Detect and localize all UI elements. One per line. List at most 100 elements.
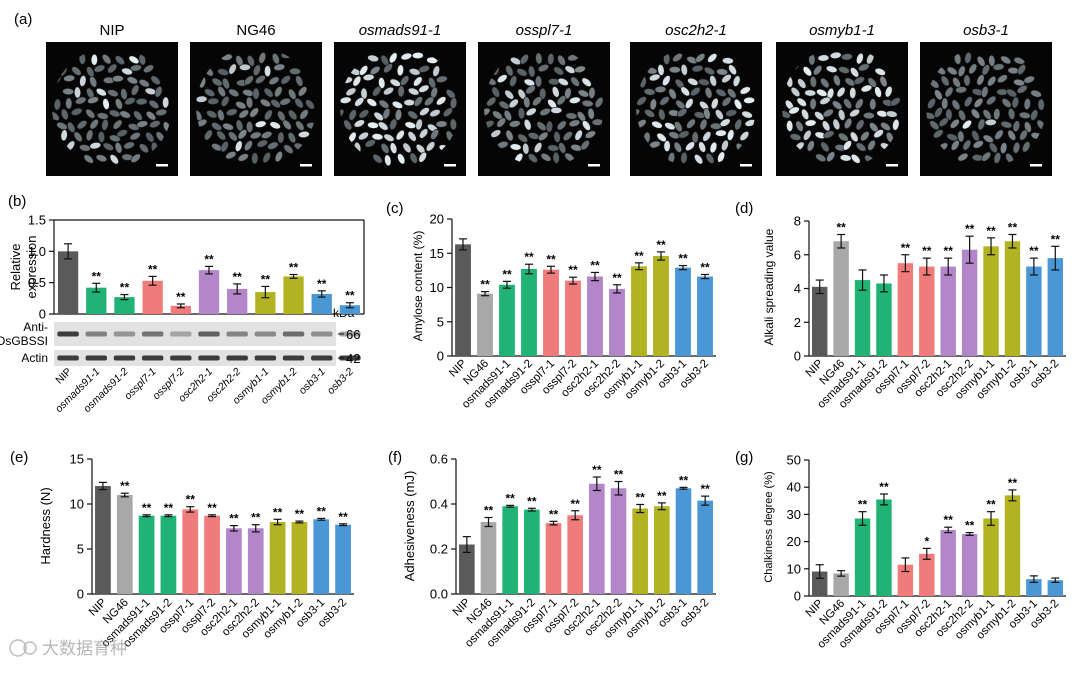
y-axis-label-line: Alkali spreading value [762, 228, 776, 345]
bar-NIP [57, 251, 79, 314]
bar-osmads91-1 [854, 518, 871, 596]
chart-b: (b)00.51.01.5RelativeexpressionNIP**osma… [8, 193, 365, 415]
bar-osmads91-2 [876, 499, 892, 596]
bar-osb3-2 [339, 305, 361, 314]
significance-label: ** [480, 278, 490, 292]
significance-label: ** [922, 244, 932, 258]
bar-osmads91-1 [86, 287, 107, 314]
bar-osc2h2-1 [940, 266, 956, 356]
blot-band [170, 331, 192, 337]
bar-osspl7-1 [142, 280, 163, 314]
bar-NG46 [477, 293, 493, 356]
panel-label-f: (f) [388, 449, 402, 466]
bar-osmads91-1 [502, 506, 518, 594]
significance-label: ** [164, 501, 174, 515]
significance-label: ** [944, 513, 954, 527]
significance-label: ** [120, 281, 130, 295]
bar-osmyb1-1 [631, 266, 647, 356]
y-tick-label: 30 [787, 507, 801, 522]
significance-label: ** [546, 252, 556, 266]
blot-band [198, 355, 220, 361]
photo-title-5: osmyb1-1 [809, 22, 875, 39]
significance-label: ** [700, 260, 710, 274]
category-label: osb3-1 [297, 366, 328, 397]
bar-osb3-2 [1047, 580, 1064, 596]
panel-label-g: (g) [735, 449, 753, 466]
bar-osspl7-1 [545, 523, 562, 594]
seed-photo-6 [920, 42, 1052, 176]
y-tick-label: 0.5 [28, 275, 46, 290]
y-tick-label: 20 [787, 534, 801, 549]
seed-photo-0 [46, 42, 178, 176]
bar-osspl7-2 [204, 515, 220, 594]
bar-osspl7-1 [182, 509, 199, 594]
y-tick-label: 20 [430, 212, 444, 227]
blot-row-1: Actin 42 [21, 350, 361, 366]
scale-bar [300, 164, 312, 167]
bar-osmyb1-1 [255, 292, 276, 314]
bar-osmyb1-2 [291, 522, 308, 594]
seed-cluster [196, 51, 316, 165]
y-axis-label-line: Relative [8, 244, 23, 291]
photo-title-1: NG46 [236, 22, 275, 39]
blot-label-line: Anti- [23, 320, 48, 334]
blot-band [226, 355, 248, 361]
bar-osmyb1-2 [1004, 241, 1021, 356]
bar-osb3-2 [697, 500, 713, 594]
blot-band [254, 355, 277, 361]
significance-label: ** [176, 290, 186, 304]
significance-label: ** [186, 493, 196, 507]
bar-osmads91-2 [521, 269, 537, 356]
bar-osc2h2-1 [587, 276, 603, 356]
bar-osspl7-1 [897, 263, 914, 356]
significance-label: ** [484, 504, 494, 518]
y-tick-label: 10 [430, 280, 444, 295]
bar-osspl7-2 [170, 305, 191, 314]
significance-label: ** [261, 272, 271, 286]
bar-osspl7-2 [567, 515, 583, 594]
significance-label: ** [317, 504, 327, 518]
bar-osb3-2 [697, 276, 713, 356]
bar-osc2h2-2 [247, 528, 264, 594]
blot-band [339, 355, 361, 361]
seed-cluster [484, 52, 604, 164]
blot-band [85, 355, 107, 361]
significance-label: ** [1051, 232, 1061, 246]
y-axis-label: Chalkiness degree (%) [763, 471, 775, 582]
bar-NIP [455, 244, 471, 356]
significance-label: ** [635, 490, 645, 504]
bar-NG46 [480, 522, 497, 594]
y-tick-label: 15 [430, 246, 444, 261]
bar-osb3-1 [1026, 266, 1042, 356]
significance-label: ** [612, 271, 622, 285]
seed-cluster [782, 51, 901, 165]
bar-osc2h2-2 [610, 488, 627, 594]
blot-strip [54, 350, 336, 366]
significance-label: ** [879, 480, 889, 494]
y-tick-label: 5 [437, 314, 444, 329]
bar-osc2h2-2 [961, 533, 978, 596]
blot-label-line: OsGBSSI [0, 334, 48, 348]
photo-title-0: NIP [99, 22, 124, 39]
y-axis-label-line: Amylose content (%) [411, 231, 425, 342]
blot-band [57, 331, 79, 337]
watermark-logo-icon [9, 639, 37, 657]
significance-label: ** [289, 261, 299, 275]
blot-band [226, 331, 248, 337]
y-axis-label: Alkali spreading value [762, 228, 776, 345]
y-tick-label: 1.0 [28, 244, 46, 259]
significance-label: ** [549, 507, 559, 521]
panel-label-e: (e) [10, 449, 28, 466]
bar-osspl7-2 [919, 266, 935, 356]
y-tick-label: 40 [787, 480, 801, 495]
y-tick-label: 0 [794, 589, 801, 604]
significance-label: ** [502, 267, 512, 281]
significance-label: ** [1008, 221, 1018, 235]
significance-label: ** [1029, 244, 1039, 258]
y-axis-label-line: Chalkiness degree (%) [763, 471, 775, 582]
y-tick-label: 50 [787, 453, 801, 468]
watermark: 大数据育种 [9, 639, 127, 658]
significance-label: ** [986, 498, 996, 512]
significance-label: ** [527, 494, 537, 508]
bar-osmyb1-2 [1004, 495, 1021, 596]
